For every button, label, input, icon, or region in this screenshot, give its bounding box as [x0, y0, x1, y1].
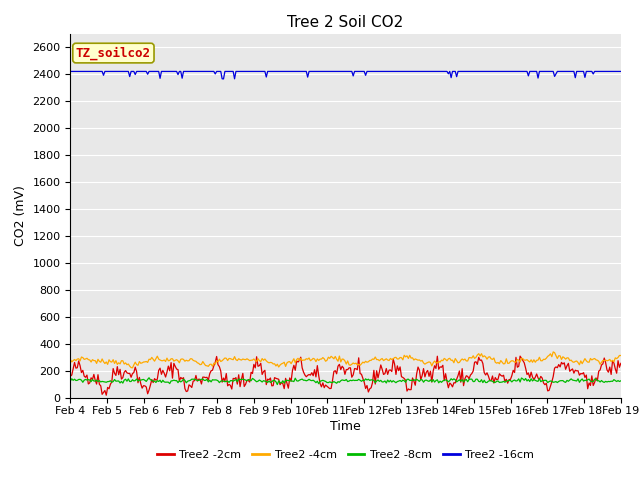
Line: Tree2 -16cm: Tree2 -16cm — [70, 72, 621, 79]
Tree2 -8cm — [469, 379, 477, 384]
Tree2 -4cm — [247, 357, 255, 363]
X-axis label: Time: Time — [330, 420, 361, 433]
Tree2 -2cm — [67, 373, 74, 379]
Tree2 -4cm — [286, 359, 294, 364]
Line: Tree2 -4cm: Tree2 -4cm — [70, 352, 621, 368]
Tree2 -8cm — [415, 379, 423, 384]
Tree2 -2cm — [465, 376, 473, 382]
Tree2 -2cm — [247, 369, 255, 375]
Line: Tree2 -8cm: Tree2 -8cm — [70, 378, 621, 384]
Tree2 -4cm — [414, 357, 422, 363]
Tree2 -16cm — [414, 69, 422, 74]
Line: Tree2 -2cm: Tree2 -2cm — [70, 356, 621, 395]
Legend: Tree2 -2cm, Tree2 -4cm, Tree2 -8cm, Tree2 -16cm: Tree2 -2cm, Tree2 -4cm, Tree2 -8cm, Tree… — [152, 445, 539, 464]
Tree2 -2cm — [134, 380, 142, 385]
Tree2 -2cm — [516, 353, 524, 359]
Tree2 -16cm — [468, 69, 476, 74]
Tree2 -16cm — [286, 69, 294, 74]
Tree2 -16cm — [67, 69, 74, 74]
Tree2 -16cm — [247, 69, 255, 74]
Tree2 -8cm — [273, 382, 281, 387]
Tree2 -4cm — [617, 353, 625, 359]
Tree2 -4cm — [468, 355, 476, 361]
Tree2 -2cm — [286, 375, 294, 381]
Tree2 -16cm — [465, 69, 473, 74]
Tree2 -4cm — [465, 355, 473, 360]
Text: TZ_soilco2: TZ_soilco2 — [76, 47, 151, 60]
Tree2 -8cm — [67, 378, 74, 384]
Tree2 -4cm — [67, 357, 74, 362]
Tree2 -16cm — [617, 69, 625, 74]
Tree2 -2cm — [414, 364, 422, 370]
Tree2 -8cm — [617, 378, 625, 384]
Tree2 -2cm — [617, 360, 625, 366]
Title: Tree 2 Soil CO2: Tree 2 Soil CO2 — [287, 15, 404, 30]
Tree2 -8cm — [467, 376, 474, 382]
Tree2 -4cm — [134, 362, 142, 368]
Tree2 -16cm — [132, 69, 140, 74]
Tree2 -8cm — [132, 376, 140, 382]
Y-axis label: CO2 (mV): CO2 (mV) — [14, 186, 27, 246]
Tree2 -4cm — [129, 365, 136, 371]
Tree2 -8cm — [145, 375, 153, 381]
Tree2 -2cm — [102, 392, 110, 398]
Tree2 -8cm — [247, 378, 255, 384]
Tree2 -4cm — [549, 349, 557, 355]
Tree2 -16cm — [220, 76, 227, 82]
Tree2 -8cm — [287, 378, 295, 384]
Tree2 -2cm — [468, 371, 476, 376]
